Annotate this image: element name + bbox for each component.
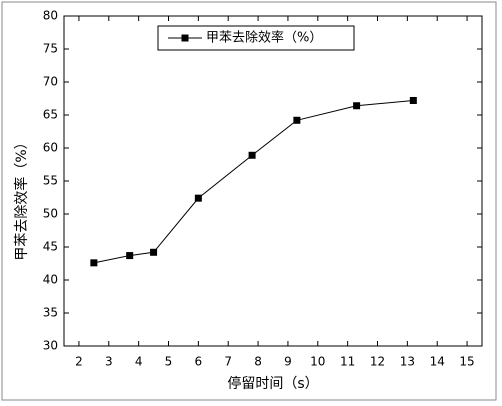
- y-tick-label: 60: [43, 141, 58, 155]
- marker: [90, 259, 98, 267]
- y-axis-label: 甲苯去除效率（%）: [13, 135, 30, 260]
- y-tick-label: 65: [43, 108, 58, 122]
- marker: [248, 151, 256, 159]
- x-tick-label: 12: [370, 355, 385, 369]
- x-tick-label: 4: [135, 355, 143, 369]
- x-tick-label: 7: [224, 355, 232, 369]
- marker: [409, 96, 417, 104]
- y-tick-label: 40: [43, 273, 58, 287]
- legend-marker: [181, 34, 189, 42]
- x-tick-label: 9: [284, 355, 292, 369]
- marker: [194, 194, 202, 202]
- x-axis-label: 停留时间（s）: [227, 375, 318, 392]
- x-tick-label: 13: [400, 355, 415, 369]
- y-tick-label: 75: [43, 42, 58, 56]
- x-tick-label: 10: [310, 355, 325, 369]
- marker: [126, 252, 134, 260]
- x-tick-label: 5: [165, 355, 173, 369]
- y-tick-label: 35: [43, 306, 58, 320]
- x-tick-label: 15: [459, 355, 474, 369]
- y-tick-label: 45: [43, 240, 58, 254]
- marker: [293, 116, 301, 124]
- x-tick-label: 3: [105, 355, 113, 369]
- x-tick-label: 8: [254, 355, 262, 369]
- series-line: [93, 99, 414, 264]
- x-tick-label: 11: [340, 355, 355, 369]
- y-tick-label: 30: [43, 339, 58, 353]
- y-tick-label: 50: [43, 207, 58, 221]
- marker: [150, 248, 158, 256]
- x-tick-label: 6: [195, 355, 203, 369]
- y-tick-label: 80: [43, 9, 58, 23]
- y-tick-label: 55: [43, 174, 58, 188]
- legend-label: 甲苯去除效率（%）: [206, 30, 322, 46]
- x-tick-label: 14: [430, 355, 445, 369]
- y-tick-label: 70: [43, 75, 58, 89]
- frame: [1, 1, 497, 401]
- x-tick-label: 2: [75, 355, 83, 369]
- marker: [353, 102, 361, 110]
